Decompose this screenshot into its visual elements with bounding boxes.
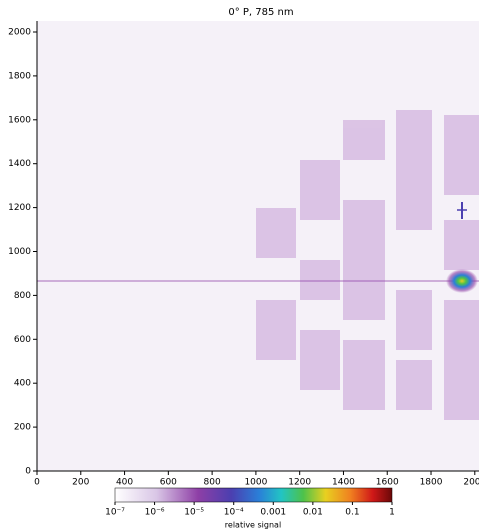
colorbar xyxy=(114,487,393,503)
x-tick-label: 1600 xyxy=(376,478,399,488)
x-tick-label: 200 xyxy=(72,478,89,488)
colorbar-tick-label: 0.01 xyxy=(303,508,323,518)
x-tick-label: 1000 xyxy=(244,478,267,488)
x-tick-label: 1800 xyxy=(420,478,443,488)
colorbar-tick-label: 0.001 xyxy=(260,508,286,518)
y-tick-label: 1600 xyxy=(8,115,31,125)
x-tick-label: 400 xyxy=(116,478,133,488)
x-tick-label: 1200 xyxy=(288,478,311,488)
y-tick-label: 1200 xyxy=(8,203,31,213)
colorbar-label: relative signal xyxy=(225,521,281,530)
x-tick-label: 600 xyxy=(160,478,177,488)
colorbar-tick-label: 10⁻⁵ xyxy=(184,508,204,518)
y-tick-label: 200 xyxy=(14,423,31,433)
colorbar-tick-label: 0.1 xyxy=(345,508,359,518)
x-tick-label: 1400 xyxy=(332,478,355,488)
colorbar-tick-label: 10⁻⁴ xyxy=(224,508,244,518)
chart-title: 0° P, 785 nm xyxy=(228,7,293,18)
y-tick-label: 800 xyxy=(14,291,31,301)
colorbar-tick-label: 1 xyxy=(389,508,395,518)
y-tick-label: 600 xyxy=(14,335,31,345)
colorbar-tick-label: 10⁻⁶ xyxy=(145,508,165,518)
x-tick-label: 800 xyxy=(204,478,221,488)
y-tick-label: 1400 xyxy=(8,159,31,169)
x-tick-label: 2000 xyxy=(463,478,479,488)
x-tick-label: 0 xyxy=(34,478,40,488)
y-tick-label: 400 xyxy=(14,379,31,389)
y-tick-label: 1000 xyxy=(8,247,31,257)
colorbar-tick-label: 10⁻⁷ xyxy=(105,508,125,518)
y-tick-label: 2000 xyxy=(8,28,31,38)
heatmap-image xyxy=(37,21,479,471)
y-tick-label: 1800 xyxy=(8,71,31,81)
y-tick-label: 0 xyxy=(25,467,31,477)
